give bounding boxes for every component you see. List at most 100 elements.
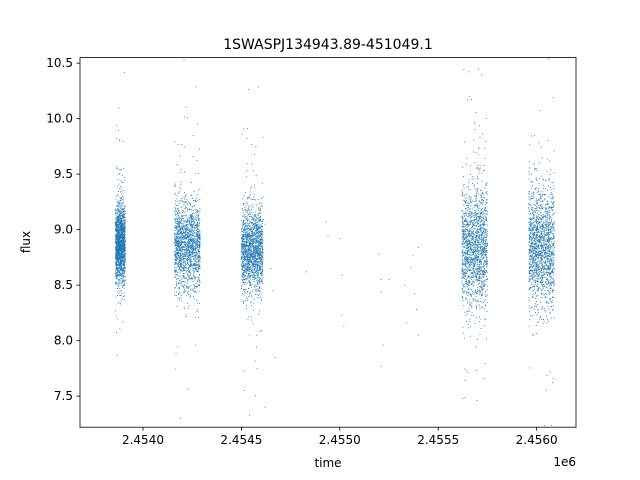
data-point bbox=[256, 229, 258, 230]
data-point bbox=[244, 265, 246, 267]
data-point bbox=[249, 233, 251, 235]
data-point bbox=[175, 250, 177, 251]
data-point bbox=[191, 233, 193, 235]
data-point bbox=[195, 197, 197, 199]
data-point bbox=[247, 255, 249, 257]
data-point bbox=[243, 284, 245, 285]
data-point bbox=[248, 275, 250, 277]
data-point bbox=[117, 270, 119, 271]
data-point bbox=[259, 230, 260, 232]
data-point bbox=[247, 231, 249, 233]
data-point bbox=[254, 233, 255, 235]
data-point bbox=[187, 255, 189, 257]
data-point bbox=[257, 215, 259, 217]
data-point bbox=[241, 215, 243, 217]
data-point bbox=[122, 197, 124, 199]
data-point bbox=[194, 218, 196, 220]
data-point bbox=[116, 216, 118, 218]
data-point bbox=[180, 264, 182, 266]
data-point bbox=[115, 205, 117, 207]
data-point bbox=[248, 259, 250, 261]
data-point bbox=[193, 272, 195, 274]
data-point bbox=[193, 298, 195, 300]
data-point bbox=[243, 215, 244, 217]
data-point bbox=[257, 228, 259, 230]
data-point bbox=[189, 240, 191, 242]
data-point bbox=[245, 278, 247, 280]
data-point bbox=[192, 227, 193, 229]
data-point bbox=[194, 255, 196, 257]
data-point bbox=[242, 278, 244, 280]
data-point bbox=[462, 260, 463, 262]
data-point bbox=[194, 209, 196, 211]
data-point bbox=[190, 236, 192, 238]
data-point bbox=[255, 285, 257, 287]
data-point bbox=[186, 225, 188, 227]
data-point bbox=[196, 234, 198, 236]
data-point bbox=[174, 232, 176, 234]
data-point bbox=[262, 236, 264, 238]
data-point bbox=[246, 257, 248, 259]
data-point bbox=[120, 234, 122, 236]
data-point bbox=[255, 253, 257, 254]
data-point bbox=[248, 251, 250, 253]
data-point bbox=[177, 251, 179, 253]
data-point bbox=[192, 270, 194, 272]
data-point bbox=[176, 253, 178, 255]
data-point bbox=[174, 259, 176, 261]
data-point bbox=[483, 243, 485, 245]
data-point bbox=[184, 201, 186, 203]
data-point bbox=[183, 254, 185, 256]
data-point bbox=[243, 195, 245, 197]
data-point bbox=[250, 216, 252, 217]
data-point bbox=[193, 223, 194, 225]
data-point bbox=[242, 222, 244, 224]
data-point bbox=[193, 275, 195, 277]
data-point bbox=[261, 258, 263, 260]
data-point bbox=[124, 275, 126, 277]
data-points bbox=[115, 58, 555, 427]
data-point bbox=[245, 234, 247, 236]
data-point bbox=[250, 249, 252, 251]
data-point bbox=[468, 220, 470, 222]
data-point bbox=[259, 226, 261, 228]
data-point bbox=[251, 245, 253, 246]
data-point bbox=[187, 303, 189, 305]
data-point bbox=[245, 225, 247, 227]
data-point bbox=[256, 250, 258, 252]
data-point bbox=[193, 217, 194, 219]
data-point bbox=[246, 255, 248, 257]
data-point bbox=[197, 228, 199, 230]
data-point bbox=[176, 243, 178, 245]
data-point bbox=[185, 242, 186, 244]
data-point bbox=[195, 239, 197, 241]
data-point bbox=[194, 258, 196, 260]
data-point bbox=[122, 215, 124, 217]
data-point bbox=[123, 272, 125, 274]
data-point bbox=[176, 226, 178, 228]
data-point bbox=[195, 264, 197, 266]
data-point bbox=[241, 264, 242, 266]
data-point bbox=[120, 245, 122, 246]
data-point bbox=[252, 214, 254, 216]
data-point bbox=[262, 247, 263, 248]
data-point bbox=[252, 252, 254, 254]
data-point bbox=[247, 235, 249, 237]
data-point bbox=[124, 285, 126, 287]
data-point bbox=[193, 288, 195, 289]
data-point bbox=[187, 245, 189, 247]
data-point bbox=[243, 234, 245, 236]
data-point bbox=[191, 251, 193, 253]
data-point bbox=[261, 182, 263, 184]
data-point bbox=[256, 248, 258, 250]
data-point bbox=[116, 237, 117, 239]
data-point bbox=[243, 254, 245, 255]
data-point bbox=[251, 227, 253, 229]
data-point bbox=[177, 208, 178, 210]
data-point bbox=[199, 233, 200, 235]
data-point bbox=[244, 203, 246, 205]
data-point bbox=[121, 292, 122, 294]
data-point bbox=[246, 170, 248, 172]
data-point bbox=[251, 300, 253, 302]
data-point bbox=[119, 266, 121, 267]
